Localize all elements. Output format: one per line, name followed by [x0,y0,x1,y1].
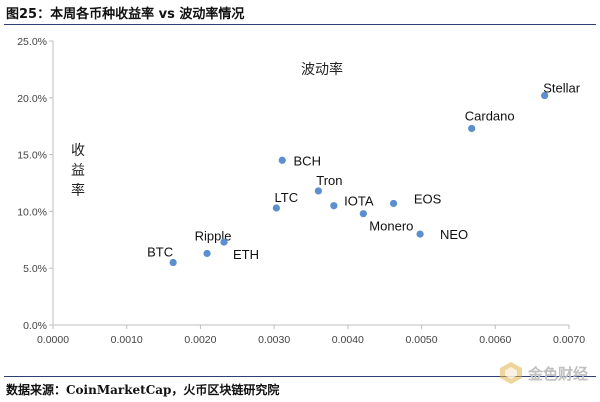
watermark-logo-icon [499,362,522,384]
x-tick-label: 0.0010 [111,334,143,346]
x-tick-label: 0.0030 [258,334,290,346]
y-tick-label: 5.0% [23,263,47,275]
figure-title: 图25：本周各币种收益率 vs 波动率情况 [6,7,245,22]
data-label-ltc: LTC [275,190,299,205]
x-tick-label: 0.0060 [479,334,511,346]
data-label-bch: BCH [294,153,321,168]
watermark-text: 金色财经 [527,364,588,383]
data-label-cardano: Cardano [465,108,515,123]
x-tick-label: 0.0070 [553,334,585,346]
data-point-tron [314,187,322,195]
source-note: 数据来源：CoinMarketCap，火币区块链研究院 [6,383,280,397]
data-label-neo: NEO [440,227,468,242]
y-axis-label: 收益率 [71,143,85,199]
data-label-eos: EOS [414,191,442,206]
data-point-iota [330,202,338,210]
x-tick-label: 0.0050 [406,334,438,346]
y-tick-label: 10.0% [17,206,47,218]
watermark: 金色财经 [498,360,588,386]
data-point-bch [278,156,286,164]
data-point-eth [220,238,228,246]
chart-title: 波动率 [301,61,343,78]
x-tick-label: 0.0000 [37,334,69,346]
y-tick-label: 25.0% [17,36,47,48]
data-label-stellar: Stellar [543,81,581,96]
data-label-monero: Monero [369,219,413,234]
data-point-stellar [541,91,549,100]
data-point-btc [169,258,177,267]
data-label-btc: BTC [147,245,173,260]
data-point-ripple [203,249,211,258]
y-tick-label: 0.0% [23,320,47,332]
top-rule [4,24,596,25]
data-point-neo [416,230,424,238]
data-label-iota: IOTA [344,194,374,209]
data-point-eos [389,199,398,208]
y-tick-label: 15.0% [17,150,47,162]
bottom-rule [4,376,596,377]
data-label-tron: Tron [316,173,342,188]
scatter-chart: 0.0% 5.0% 10.0% 15.0% 20.0% 25.0% 0.0000 0.0010… [17,36,585,346]
data-label-eth: ETH [233,247,259,262]
data-point-cardano [468,124,476,133]
y-tick-label: 20.0% [17,93,47,105]
x-tick-label: 0.0020 [184,334,216,346]
x-tick-label: 0.0040 [332,334,364,346]
data-point-monero [359,210,367,218]
data-point-ltc [272,204,280,212]
